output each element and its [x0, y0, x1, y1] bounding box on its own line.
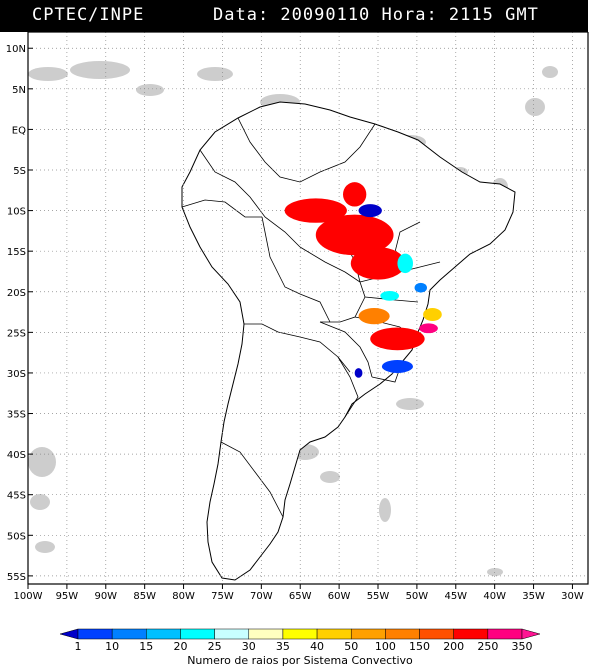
- lon-label: 65W: [289, 591, 312, 602]
- legend-caption: Numero de raios por Sistema Convectivo: [187, 654, 413, 667]
- lat-label: 40S: [7, 450, 26, 461]
- lightning-cluster: [358, 204, 382, 218]
- lightning-cluster: [381, 359, 414, 373]
- legend-swatch: [248, 628, 284, 640]
- color-legend: 1 10 15 20 25 30 35 40 50 100 150 200 250 350: [59, 628, 541, 653]
- lat-label: 45S: [7, 491, 26, 502]
- lightning-cluster: [380, 290, 399, 301]
- lon-label: 90W: [94, 591, 117, 602]
- legend-tick-label: 10: [105, 640, 119, 653]
- legend-swatch: [111, 628, 147, 640]
- lightning-cluster: [354, 368, 363, 378]
- source-label: CPTEC/INPE: [32, 5, 145, 25]
- legend-swatch: [214, 628, 250, 640]
- lat-label: 10N: [6, 44, 26, 55]
- legend-swatch: [385, 628, 420, 640]
- legend-swatch: [282, 628, 318, 640]
- lon-label: 55W: [367, 591, 390, 602]
- legend-tick-label: 30: [242, 640, 256, 653]
- legend-swatch: [316, 628, 352, 640]
- legend-tick-label: 20: [173, 640, 187, 653]
- legend-tick-label: 350: [512, 640, 533, 653]
- legend-arrow-right: [521, 628, 541, 640]
- legend-swatch: [146, 628, 181, 640]
- lon-label: 100W: [14, 591, 43, 602]
- legend-swatch: [350, 628, 386, 640]
- legend-arrow-left: [59, 628, 79, 640]
- legend-tick-label: 25: [208, 640, 222, 653]
- plot-frame: [27, 32, 589, 585]
- lightning-clusters: [284, 182, 442, 378]
- continent-outline: [181, 101, 516, 581]
- lat-label: 30S: [7, 369, 26, 380]
- lightning-cluster: [350, 247, 406, 280]
- lightning-map: 100W 95W 90W 85W 80W 75W 70W 65W 60W 55W 50W 45W 40W…: [6, 32, 589, 653]
- lightning-cluster: [423, 308, 442, 321]
- map-header: CPTEC/INPE Data: 20090110 Hora: 2115 GMT: [0, 0, 588, 32]
- datetime-label: Data: 20090110 Hora: 2115 GMT: [213, 5, 539, 25]
- legend-swatch: [419, 628, 454, 640]
- lightning-cluster: [358, 308, 390, 325]
- lon-label: 30W: [561, 591, 584, 602]
- lat-label: EQ: [12, 125, 26, 136]
- legend-tick-label: 200: [443, 640, 464, 653]
- lat-label: 35S: [7, 410, 26, 421]
- lightning-cluster: [284, 198, 347, 223]
- legend-tick-label: 1: [75, 640, 82, 653]
- lon-label: 60W: [328, 591, 351, 602]
- legend-tick-label: 35: [276, 640, 290, 653]
- lon-label: 50W: [406, 591, 429, 602]
- lon-label: 80W: [172, 591, 195, 602]
- lat-label: 5S: [13, 166, 26, 177]
- lat-label: 10S: [7, 207, 26, 218]
- lat-lon-grid: [28, 32, 588, 584]
- legend-tick-label: 15: [139, 640, 153, 653]
- legend-swatch: [487, 628, 523, 640]
- lightning-cluster: [370, 327, 425, 351]
- legend-swatch: [77, 628, 113, 640]
- lon-label: 45W: [444, 591, 467, 602]
- lat-label: 25S: [7, 328, 26, 339]
- legend-swatch: [453, 628, 489, 640]
- legend-tick-label: 50: [344, 640, 358, 653]
- legend-tick-label: 100: [375, 640, 396, 653]
- lat-label: 20S: [7, 288, 26, 299]
- lightning-cluster: [315, 214, 394, 256]
- lon-label: 40W: [483, 591, 506, 602]
- legend-swatch: [180, 628, 215, 640]
- lat-label: 15S: [7, 247, 26, 258]
- lat-label: 5N: [12, 85, 26, 96]
- lightning-cluster: [414, 282, 427, 293]
- lon-label: 75W: [211, 591, 234, 602]
- lightning-cluster: [343, 182, 367, 207]
- lightning-cluster: [419, 323, 438, 334]
- lon-label: 95W: [56, 591, 79, 602]
- lat-label: 55S: [7, 572, 26, 583]
- lat-label: 50S: [7, 531, 26, 542]
- lon-label: 70W: [250, 591, 273, 602]
- lightning-cluster: [397, 253, 413, 274]
- legend-tick-label: 150: [409, 640, 430, 653]
- axis-labels: 100W 95W 90W 85W 80W 75W 70W 65W 60W 55W 50W 45W 40W…: [6, 44, 584, 602]
- lon-label: 85W: [133, 591, 156, 602]
- legend-tick-label: 40: [310, 640, 324, 653]
- lon-label: 35W: [522, 591, 545, 602]
- legend-tick-label: 250: [477, 640, 498, 653]
